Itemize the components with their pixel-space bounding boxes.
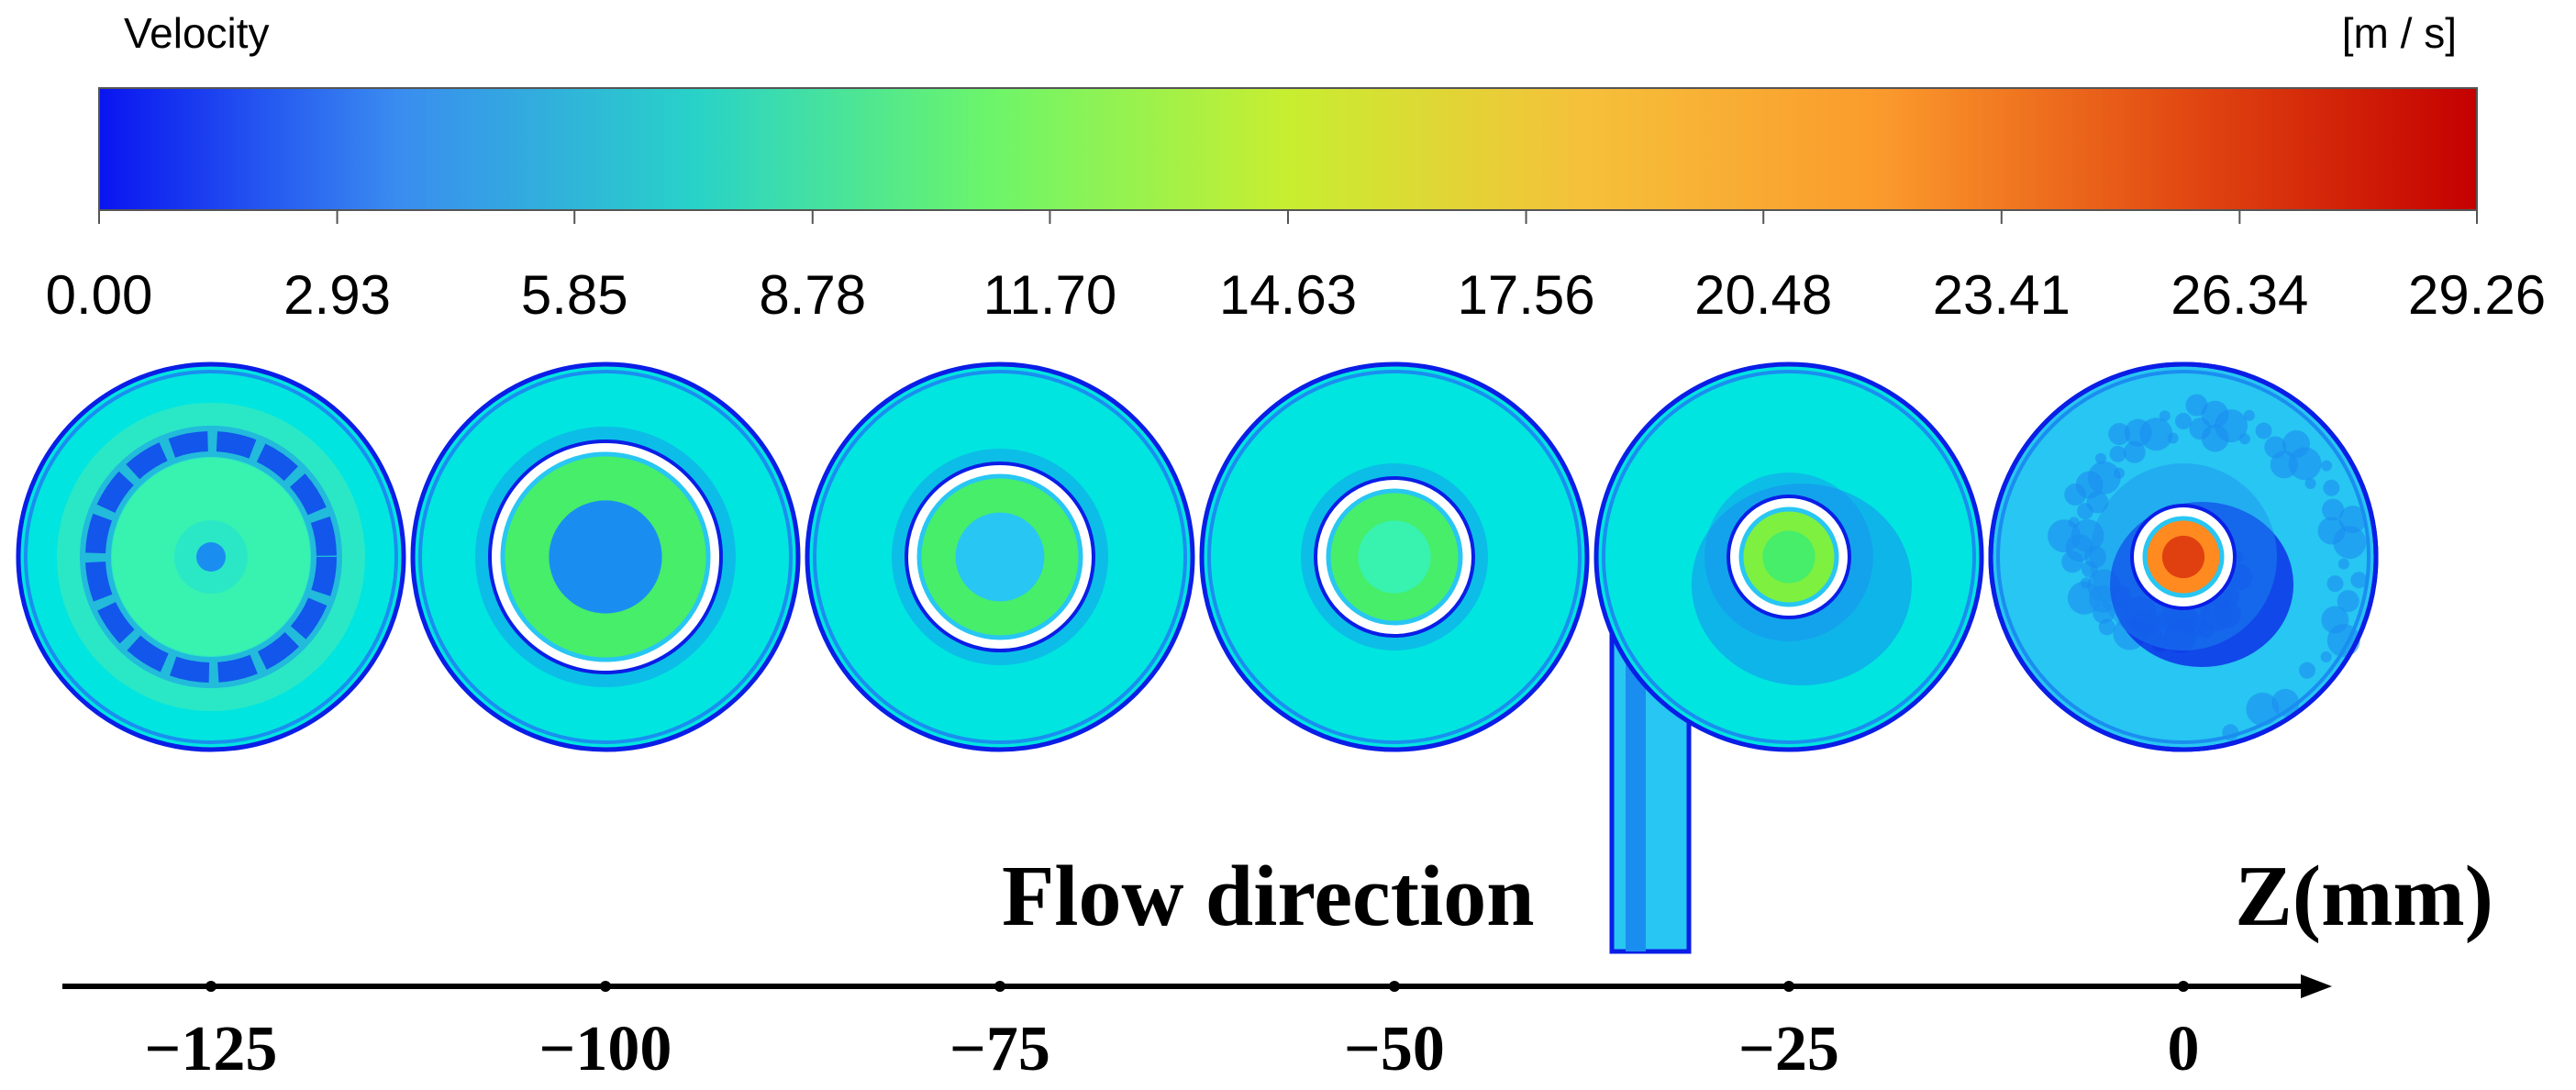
- outlet-mottle: [2321, 606, 2349, 634]
- flow-direction-label: Flow direction: [1002, 849, 1534, 944]
- cross-section: [16, 361, 406, 752]
- outlet-mottle: [2337, 590, 2359, 613]
- z-axis-tick: [2178, 981, 2189, 992]
- z-axis-tick: [1389, 981, 1400, 992]
- colorbar-ticks: 0.00 2.93 5.85 8.78 11.70 14.63 17.56 20.48 23.4…: [46, 210, 2546, 326]
- section-core: [1358, 520, 1431, 594]
- section-wall-layer: [1602, 370, 1976, 744]
- section-wall-layer: [418, 370, 793, 744]
- outlet-mottle: [2109, 445, 2126, 462]
- z-axis-tick: [994, 981, 1005, 992]
- section-outer-outline: [1988, 361, 2379, 752]
- outlet-mottle: [2326, 575, 2344, 593]
- section-core: [955, 512, 1045, 602]
- outlet-mottle: [2175, 413, 2192, 429]
- outlet-mottle: [2084, 546, 2106, 568]
- z-axis-tick: [600, 981, 611, 992]
- colorbar-tick-label: 23.41: [1933, 264, 2071, 326]
- colorbar-tick-label: 14.63: [1219, 264, 1357, 326]
- z-axis-tick-label: −100: [539, 1014, 672, 1084]
- section-core-dot: [594, 546, 616, 568]
- outlet-mottle: [2270, 450, 2298, 479]
- outlet-mottle: [2139, 417, 2173, 451]
- z-axis: −125 −100 −75 −50 −25 0: [62, 974, 2332, 1084]
- outlet-mottle: [2337, 558, 2349, 570]
- colorbar-unit: [m / s]: [2342, 9, 2457, 57]
- z-axis-tick-label: −75: [949, 1014, 1050, 1084]
- inlet-pipe-wall-layer: [1626, 612, 1646, 951]
- colorbar: Velocity [m / s] 0.00 2.93 5.85 8.78 11.70 14…: [46, 9, 2546, 326]
- outlet-mottle: [2238, 433, 2250, 445]
- section-wall-layer: [813, 370, 1187, 744]
- outlet-mottle: [2201, 424, 2229, 452]
- section-core: [196, 542, 226, 572]
- outlet-mottle: [2123, 440, 2146, 463]
- section-wall-layer: [1207, 370, 1582, 744]
- outlet-mottle: [2321, 460, 2333, 472]
- z-axis-ticks: −125 −100 −75 −50 −25 0: [145, 981, 2200, 1084]
- z-axis-tick-label: 0: [2168, 1014, 2200, 1084]
- outlet-mottle: [2167, 432, 2179, 444]
- outlet-mottle: [2338, 506, 2367, 534]
- outlet-mottle: [2298, 662, 2315, 679]
- section-wall-layer: [24, 370, 398, 744]
- section-core: [2161, 535, 2205, 579]
- outlet-mottle: [2322, 498, 2345, 521]
- section-core: [1762, 530, 1815, 584]
- outlet-mottle: [2243, 409, 2255, 421]
- colorbar-tick-label: 20.48: [1694, 264, 1832, 326]
- outlet-mottle: [2113, 467, 2125, 479]
- outlet-mottle: [2288, 447, 2322, 481]
- colorbar-tick-label: 26.34: [2171, 264, 2308, 326]
- z-axis-tick-label: −125: [145, 1014, 278, 1084]
- outlet-mottle: [2071, 518, 2104, 552]
- z-axis-tick-label: −25: [1738, 1014, 1839, 1084]
- colorbar-tick-label: 5.85: [521, 264, 628, 326]
- cross-section: [1199, 361, 1590, 752]
- outlet-mottle: [2350, 572, 2368, 589]
- colorbar-tick-label: 8.78: [759, 264, 866, 326]
- z-axis-label: Z(mm): [2235, 849, 2493, 944]
- cross-section: [410, 361, 801, 752]
- outlet-mottle: [2304, 478, 2316, 489]
- outlet-mottle: [2222, 724, 2239, 741]
- z-axis-tick: [205, 981, 217, 992]
- section-vortex-ring-halo: [80, 426, 342, 688]
- z-axis-tick-label: −50: [1344, 1014, 1445, 1084]
- outlet-mottle: [2159, 410, 2171, 422]
- outlet-mottle: [2317, 517, 2346, 545]
- outlet-mottle: [2086, 491, 2109, 514]
- cross-section: [1988, 361, 2379, 752]
- cross-section: [1593, 361, 1984, 954]
- z-axis-tick: [1783, 981, 1794, 992]
- colorbar-tick-label: 2.93: [283, 264, 391, 326]
- colorbar-tick-label: 11.70: [983, 264, 1117, 326]
- outlet-mottle: [2246, 692, 2280, 726]
- section-wall-layer: [1996, 370, 2371, 744]
- colorbar-tick-label: 0.00: [46, 264, 153, 326]
- outlet-mottle: [2108, 423, 2131, 446]
- cross-sections: [16, 361, 2379, 954]
- outlet-mottle: [2255, 422, 2272, 439]
- outlet-mottle: [2320, 651, 2332, 662]
- colorbar-title: Velocity: [124, 9, 270, 57]
- outlet-mottle: [2323, 479, 2340, 496]
- colorbar-bar: [98, 87, 2478, 211]
- outlet-mottle: [2087, 461, 2121, 495]
- cross-section: [805, 361, 1195, 752]
- colorbar-tick-label: 29.26: [2408, 264, 2546, 326]
- z-axis-arrowhead: [2301, 974, 2332, 998]
- colorbar-tick-label: 17.56: [1457, 264, 1594, 326]
